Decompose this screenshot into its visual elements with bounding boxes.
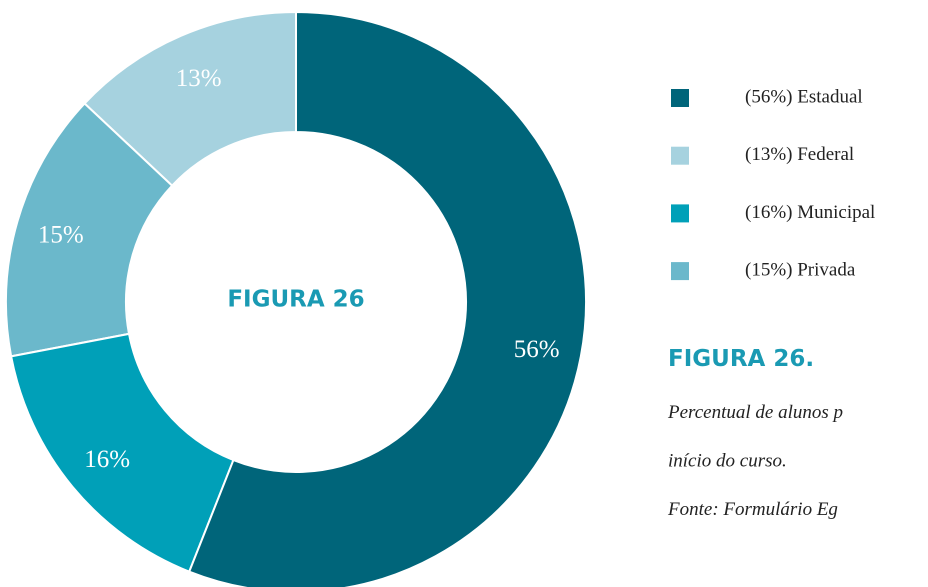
center-text: FIGURA 26 <box>227 287 364 313</box>
caption-title: FIGURA 26. <box>668 346 814 372</box>
legend-label: (15%) Privada <box>745 259 856 280</box>
data-label: 56% <box>514 336 560 363</box>
data-label: 13% <box>176 65 222 92</box>
caption-line: Fonte: Formulário Eg <box>667 499 838 520</box>
legend-label: (13%) Federal <box>745 144 854 165</box>
legend-swatch <box>671 262 689 281</box>
caption-line: início do curso. <box>668 451 787 472</box>
data-label: 15% <box>38 222 84 249</box>
data-label: 16% <box>84 446 130 473</box>
legend-swatch <box>671 204 689 223</box>
slice <box>9 332 235 573</box>
caption-line: Percentual de alunos p <box>667 402 843 423</box>
legend-swatch <box>671 146 689 165</box>
legend-label: (16%) Municipal <box>745 202 875 223</box>
slice <box>5 102 174 358</box>
legend-swatch <box>671 89 689 107</box>
slice <box>187 10 587 587</box>
legend-label: (56%) Estadual <box>745 86 863 107</box>
